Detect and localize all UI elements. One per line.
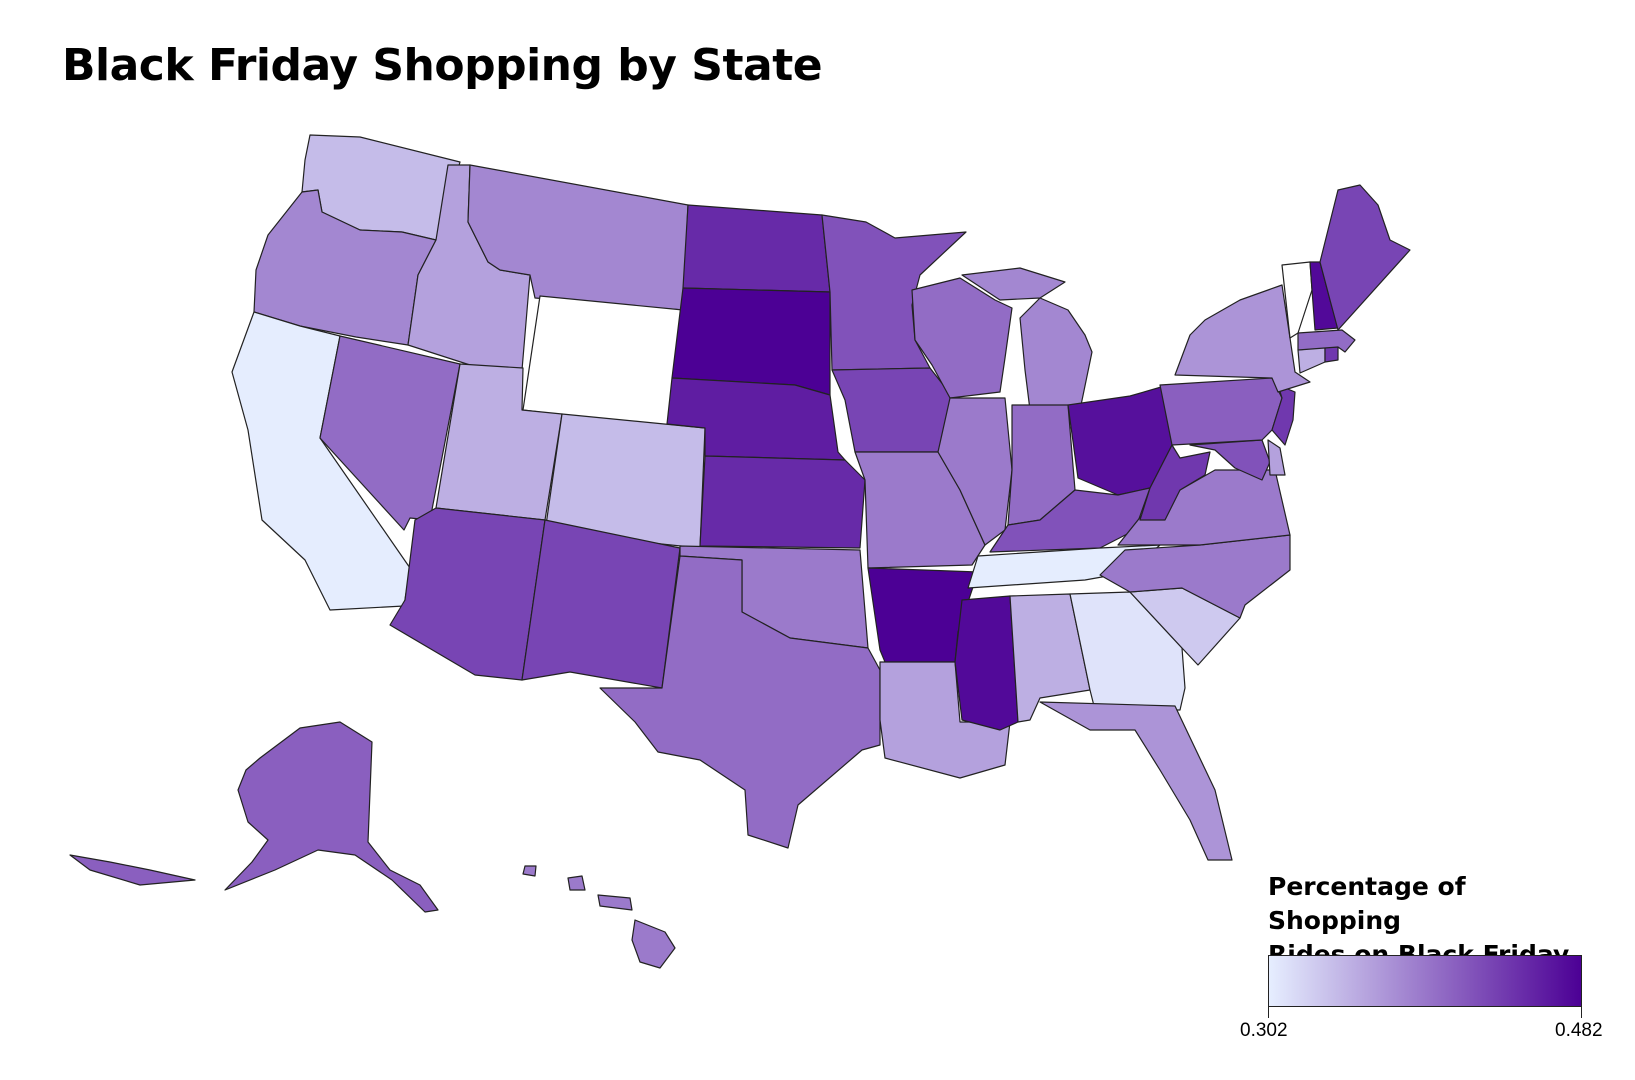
state-ia xyxy=(831,367,956,453)
state-az xyxy=(389,507,546,681)
state-de xyxy=(1267,439,1286,476)
legend-title-line1: Percentage of Shopping xyxy=(1268,872,1466,935)
state-la xyxy=(879,661,1011,779)
state-ri xyxy=(1324,346,1339,363)
state-pa xyxy=(1159,377,1283,446)
state-wv xyxy=(1139,444,1211,521)
state-ak xyxy=(69,721,439,913)
legend-title: Percentage of Shopping Rides on Black Fr… xyxy=(1268,870,1598,972)
state-vt xyxy=(1281,261,1313,339)
state-il xyxy=(937,397,1013,546)
state-nm xyxy=(521,519,681,689)
legend-max-tick xyxy=(1581,1007,1582,1018)
state-ma xyxy=(1297,329,1356,353)
page-title: Black Friday Shopping by State xyxy=(62,40,823,91)
state-me xyxy=(1319,184,1411,331)
legend-color-bar xyxy=(1268,955,1582,1007)
state-nd xyxy=(682,204,831,293)
state-wi xyxy=(911,277,1013,399)
state-tx xyxy=(599,555,881,849)
legend-min-tick xyxy=(1268,1007,1269,1018)
state-mn xyxy=(821,214,967,371)
state-wy xyxy=(522,295,684,429)
state-hi xyxy=(522,865,676,969)
state-ct xyxy=(1297,346,1326,374)
state-ks xyxy=(699,455,866,549)
state-ca xyxy=(231,311,411,611)
legend-min-label: 0.302 xyxy=(1240,1020,1288,1041)
state-fl xyxy=(1039,701,1233,861)
state-nj xyxy=(1271,384,1296,446)
state-ms xyxy=(954,595,1019,731)
legend-max-label: 0.482 xyxy=(1555,1020,1603,1041)
state-nc xyxy=(1099,534,1291,619)
state-mi xyxy=(961,267,1093,411)
